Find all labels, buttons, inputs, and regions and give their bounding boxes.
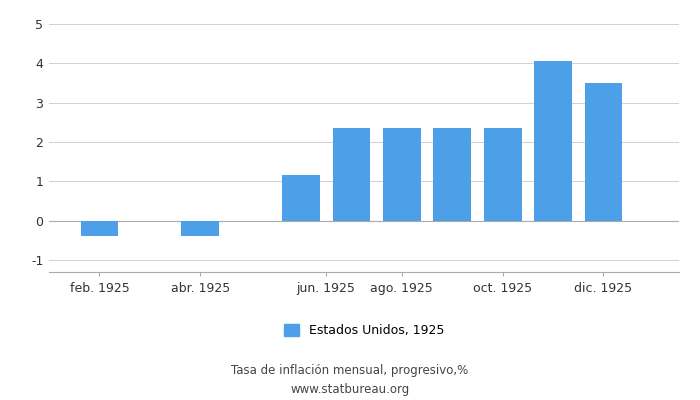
Bar: [534, 60, 572, 221]
Bar: [282, 175, 320, 221]
Text: Tasa de inflación mensual, progresivo,%
www.statbureau.org: Tasa de inflación mensual, progresivo,% …: [232, 364, 468, 396]
Bar: [332, 128, 370, 221]
Bar: [433, 128, 471, 221]
Bar: [484, 128, 522, 221]
Bar: [181, 221, 219, 236]
Legend: Estados Unidos, 1925: Estados Unidos, 1925: [284, 324, 444, 337]
Bar: [80, 221, 118, 236]
Bar: [584, 83, 622, 221]
Bar: [383, 128, 421, 221]
